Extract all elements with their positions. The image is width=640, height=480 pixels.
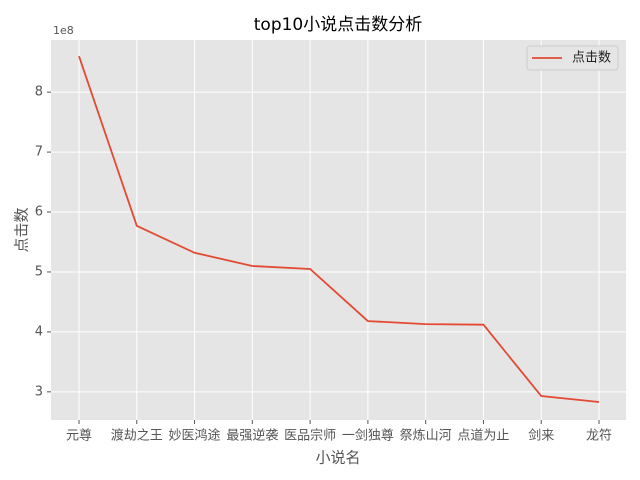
x-tick-label: 妙医鸿途 (169, 428, 221, 444)
y-offset-label: 1e8 (53, 24, 74, 37)
y-axis-label: 点击数 (13, 207, 31, 252)
y-tick-label: 3 (35, 384, 43, 399)
x-tick-label: 一剑独尊 (342, 428, 394, 444)
x-tick-label: 最强逆袭 (226, 428, 278, 444)
y-tick-label: 4 (35, 324, 43, 339)
legend-box (526, 45, 619, 71)
y-tick-label: 5 (35, 264, 43, 279)
chart-title: top10小说点击数分析 (254, 15, 423, 35)
y-tick-label: 7 (35, 145, 43, 160)
x-tick-label: 龙符 (586, 428, 612, 444)
x-tick-label: 医品宗师 (284, 428, 336, 444)
x-tick-label: 剑来 (528, 428, 554, 444)
y-tick-label: 6 (35, 205, 43, 220)
legend-label: 点击数 (572, 51, 611, 66)
x-tick-label: 点道为止 (457, 429, 509, 444)
line-series (78, 55, 600, 403)
x-tick-label: 祭炼山河 (400, 429, 452, 444)
x-tick-label: 元尊 (66, 428, 92, 444)
x-tick-label: 渡劫之王 (111, 428, 163, 444)
y-tick-label: 8 (35, 85, 43, 100)
x-axis-label: 小说名 (315, 449, 360, 467)
grid (51, 40, 626, 420)
